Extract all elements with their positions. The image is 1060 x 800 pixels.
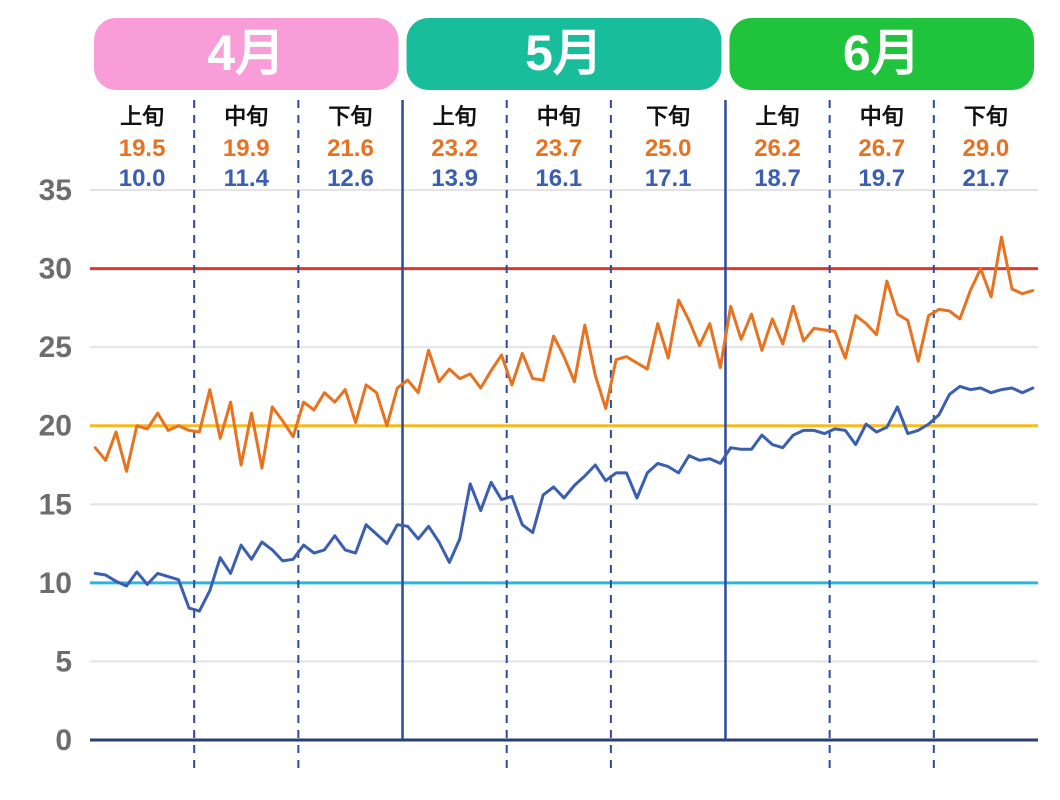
period-high-value: 19.9 <box>223 135 270 162</box>
temperature-chart: 0 5 10 15 20 25 30 35 4月 5月 6月上旬 19.5 10.0 中旬 19.9 11.4… <box>0 0 1060 800</box>
y-tick-label: 10 <box>39 567 72 600</box>
y-tick-label: 30 <box>39 253 72 286</box>
period-low-value: 12.6 <box>327 165 374 192</box>
period-low-value: 18.7 <box>754 165 801 192</box>
period-label: 下旬 <box>964 104 1008 129</box>
y-tick-label: 15 <box>39 488 72 521</box>
orange-series-line <box>95 237 1033 471</box>
period-high-value: 21.6 <box>327 135 374 162</box>
chart-svg: 0 5 10 15 20 25 30 35 4月 5月 6月上旬 19.5 10.0 中旬 19.9 11.4… <box>0 0 1060 800</box>
month-label: 5月 <box>525 25 603 81</box>
y-tick-label: 5 <box>55 645 72 678</box>
period-label: 中旬 <box>860 104 904 129</box>
period-high-value: 25.0 <box>645 135 692 162</box>
y-tick-label: 35 <box>39 174 72 207</box>
period-high-value: 26.2 <box>754 135 801 162</box>
y-tick-label: 25 <box>39 331 72 364</box>
period-label: 上旬 <box>120 104 164 129</box>
period-high-value: 23.7 <box>535 135 582 162</box>
period-label: 上旬 <box>433 104 477 129</box>
period-high-value: 19.5 <box>119 135 166 162</box>
period-label: 下旬 <box>328 104 372 129</box>
month-label: 4月 <box>207 25 285 81</box>
y-tick-label: 20 <box>39 410 72 443</box>
period-label: 下旬 <box>646 104 690 129</box>
period-label: 中旬 <box>224 104 268 129</box>
period-low-value: 21.7 <box>963 165 1010 192</box>
period-high-value: 29.0 <box>963 135 1010 162</box>
month-label: 6月 <box>843 25 921 81</box>
period-low-value: 16.1 <box>535 165 582 192</box>
period-low-value: 10.0 <box>119 165 166 192</box>
period-high-value: 26.7 <box>858 135 905 162</box>
period-low-value: 11.4 <box>224 165 270 192</box>
period-low-value: 17.1 <box>645 165 692 192</box>
period-label: 上旬 <box>756 104 800 129</box>
period-low-value: 13.9 <box>431 165 478 192</box>
period-label: 中旬 <box>537 104 581 129</box>
period-high-value: 23.2 <box>431 135 478 162</box>
period-low-value: 19.7 <box>858 165 905 192</box>
blue-series-line <box>95 386 1033 611</box>
y-tick-label: 0 <box>55 724 72 757</box>
